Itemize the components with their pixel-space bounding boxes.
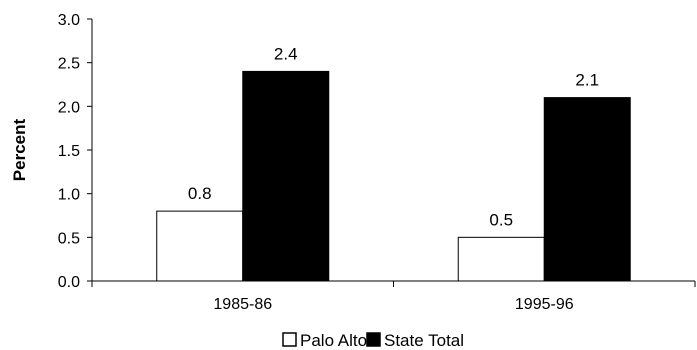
- x-tick-label: 1995-96: [515, 296, 574, 313]
- legend-swatch-palo-alto: [282, 332, 297, 347]
- x-tick-label: 1985-86: [213, 296, 272, 313]
- bar-palo-alto: [156, 210, 244, 282]
- y-tick-label: 1.0: [58, 187, 80, 204]
- bar-state-total: [543, 97, 631, 282]
- legend: Palo Alto State Total: [282, 331, 464, 350]
- bar-palo-alto: [457, 236, 545, 282]
- legend-label-palo-alto: Palo Alto: [300, 331, 367, 350]
- y-tick-label: 2.5: [58, 56, 80, 73]
- bar-state-total: [242, 70, 330, 282]
- y-tick-label: 0.0: [58, 274, 80, 291]
- y-axis-title: Percent: [10, 118, 29, 181]
- y-tick-label: 2.0: [58, 99, 80, 116]
- plot-area: 0.0 0.5 1.0 1.5 2.0 2.5 3.0 0.8 2.4 1985-86 0.5 2.1…: [58, 12, 696, 313]
- data-label: 0.5: [489, 210, 513, 229]
- y-tick-label: 3.0: [58, 12, 80, 29]
- data-label: 2.4: [274, 44, 298, 63]
- legend-swatch-state-total: [366, 332, 381, 347]
- data-label: 0.8: [188, 184, 212, 203]
- data-label: 2.1: [575, 71, 599, 90]
- y-tick-label: 0.5: [58, 230, 80, 247]
- legend-label-state-total: State Total: [384, 331, 464, 350]
- y-tick-label: 1.5: [58, 143, 80, 160]
